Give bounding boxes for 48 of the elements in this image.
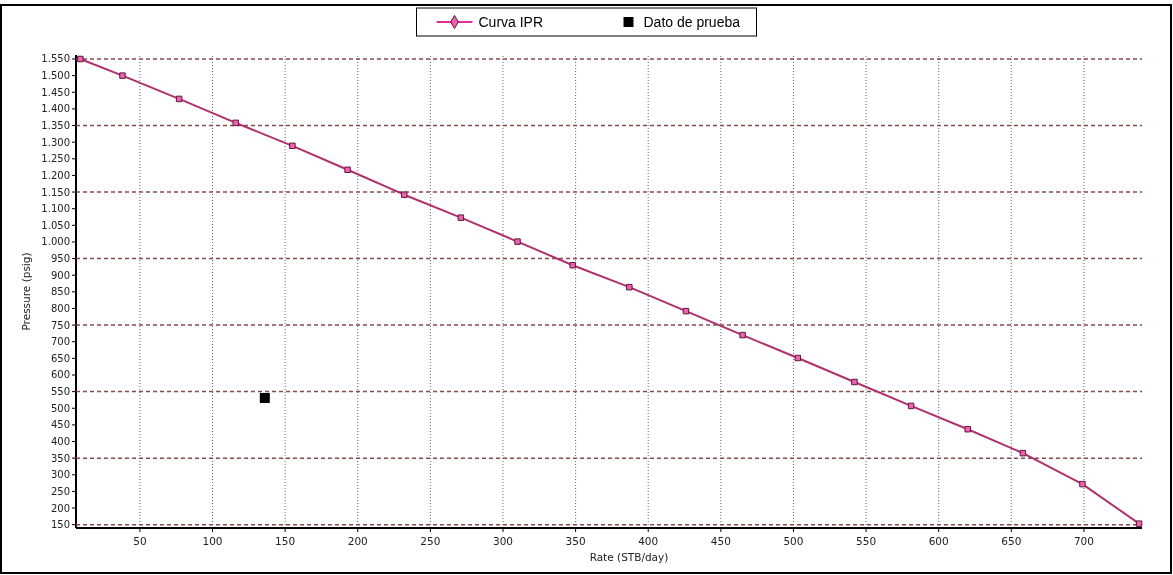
y-tick-label: 550 (50, 386, 70, 398)
y-tick-label: 1.300 (41, 136, 70, 148)
y-tick-label: 1.050 (41, 219, 70, 231)
x-tick-label: 600 (928, 535, 949, 547)
y-tick-label: 800 (50, 302, 70, 314)
x-tick-label: 500 (783, 535, 804, 547)
y-tick-label: 400 (50, 436, 70, 448)
y-tick-label: 350 (50, 452, 70, 464)
y-tick-label: 750 (50, 319, 70, 331)
y-tick-label: 450 (50, 419, 70, 431)
y-tick-label: 500 (50, 402, 70, 414)
y-axis-title: Pressure (psig) (20, 252, 32, 331)
y-tick-label: 200 (50, 502, 70, 514)
x-tick-label: 250 (420, 535, 441, 547)
y-tick-label: 700 (50, 336, 70, 348)
x-tick-label: 550 (856, 535, 877, 547)
y-tick-label: 1.000 (41, 236, 70, 248)
legend-label: Curva IPR (478, 14, 544, 30)
y-tick-label: 1.500 (41, 70, 70, 82)
x-tick-label: 150 (275, 535, 296, 547)
x-tick-label: 200 (347, 535, 368, 547)
y-tick-label: 300 (50, 469, 70, 481)
y-tick-label: 900 (50, 269, 70, 281)
x-tick-label: 350 (565, 535, 586, 547)
y-tick-label: 950 (50, 253, 70, 265)
y-tick-label: 1.200 (41, 169, 70, 181)
legend-label: Dato de prueba (643, 14, 741, 30)
y-tick-label: 1.400 (41, 103, 70, 115)
y-tick-label: 1.550 (41, 53, 70, 65)
x-tick-label: 700 (1073, 535, 1094, 547)
y-tick-label: 650 (50, 352, 70, 364)
x-tick-label: 450 (710, 535, 731, 547)
x-tick-label: 100 (202, 535, 223, 547)
y-tick-label: 1.350 (41, 120, 70, 132)
y-tick-label: 1.100 (41, 203, 70, 215)
y-tick-label: 600 (50, 369, 70, 381)
y-tick-label: 150 (50, 519, 70, 531)
y-tick-label: 850 (50, 286, 70, 298)
y-tick-label: 1.150 (41, 186, 70, 198)
y-tick-label: 1.250 (41, 153, 70, 165)
x-tick-label: 50 (133, 535, 147, 547)
x-tick-label: 300 (492, 535, 513, 547)
point (259, 392, 270, 403)
x-axis-title: Rate (STB/day) (589, 551, 669, 563)
y-tick-label: 250 (50, 485, 70, 497)
x-tick-label: 400 (638, 535, 659, 547)
y-tick-label: 1.450 (41, 86, 70, 98)
x-tick-label: 650 (1001, 535, 1022, 547)
